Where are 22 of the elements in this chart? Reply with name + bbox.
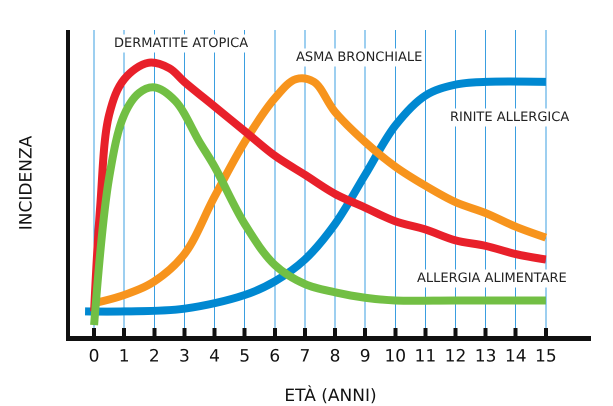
x-tick-label: 3	[179, 346, 190, 366]
x-tick-label: 2	[148, 346, 160, 366]
series-label: RINITE ALLERGICA	[450, 110, 570, 125]
x-tick-label: 11	[414, 346, 436, 366]
x-tick-label: 12	[444, 346, 466, 366]
x-tick-label: 5	[239, 346, 250, 366]
series-label: ALLERGIA ALIMENTARE	[417, 271, 567, 286]
x-tick-label: 8	[330, 346, 340, 366]
x-tick-label: 0	[88, 346, 100, 366]
x-axis-title: ETÀ (ANNI)	[284, 385, 377, 406]
x-tick-label: 15	[535, 346, 557, 366]
x-tick-label: 1	[118, 346, 130, 366]
x-tick-label: 6	[269, 346, 280, 366]
x-tick-label: 14	[504, 346, 527, 366]
x-tick-label: 9	[360, 346, 371, 366]
x-tick-label: 7	[299, 346, 310, 366]
x-tick-label: 13	[474, 346, 496, 366]
y-axis-title: INCIDENZA	[16, 135, 36, 230]
x-tick-label: 10	[384, 346, 406, 366]
text: DERMATITE ATOPICA	[114, 36, 248, 51]
series-label: ASMA BRONCHIALE	[296, 50, 422, 65]
x-tick-label: 4	[209, 346, 220, 366]
